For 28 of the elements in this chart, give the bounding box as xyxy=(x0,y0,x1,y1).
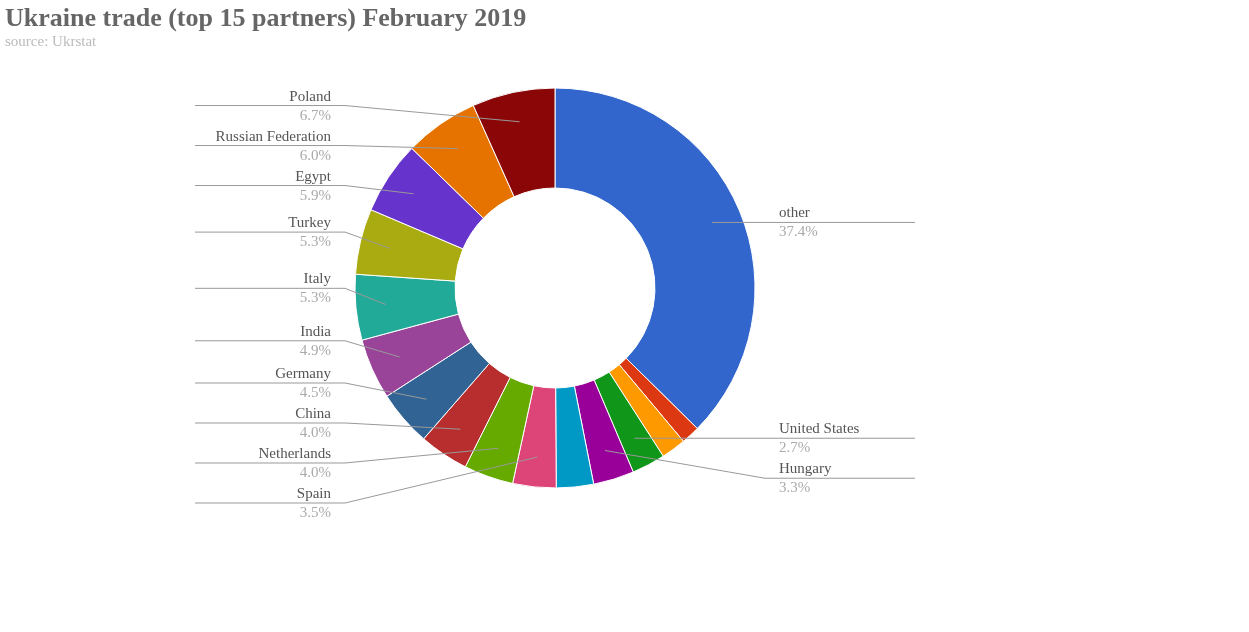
slice-label: Egypt xyxy=(295,167,332,184)
data-label: 6.7% xyxy=(299,106,331,123)
slice-label: Germany xyxy=(275,365,332,381)
slice-label: China xyxy=(295,405,332,421)
data-label: 6.0% xyxy=(299,146,331,163)
data-label: 4.0% xyxy=(299,464,331,480)
slice-label: Spain xyxy=(296,485,332,501)
data-label: 4.0% xyxy=(299,424,331,440)
data-label: 37.4% xyxy=(779,223,818,240)
slice-label: Poland xyxy=(289,87,332,104)
slice-label: Russian Federation xyxy=(215,127,332,144)
data-label: 5.9% xyxy=(299,186,331,203)
slice-label: Hungary xyxy=(779,460,832,477)
data-label: 3.5% xyxy=(299,504,331,520)
data-label: 5.3% xyxy=(299,289,331,306)
slice-label: Turkey xyxy=(288,214,332,231)
data-label: 5.3% xyxy=(299,233,331,250)
data-label: 3.3% xyxy=(779,479,811,496)
data-label: 4.9% xyxy=(299,341,331,358)
slice-label: United States xyxy=(779,420,860,437)
slice-label: Italy xyxy=(303,270,332,287)
slice-label: other xyxy=(779,204,810,221)
data-label: 2.7% xyxy=(779,439,811,456)
text: source: Ukrstat xyxy=(5,33,98,49)
chart-title: Ukraine trade (top 15 partners) February 2019 xyxy=(5,3,527,32)
slice-label: Netherlands xyxy=(258,445,332,461)
slice-label: India xyxy=(300,322,332,339)
data-label: 4.5% xyxy=(299,384,331,400)
